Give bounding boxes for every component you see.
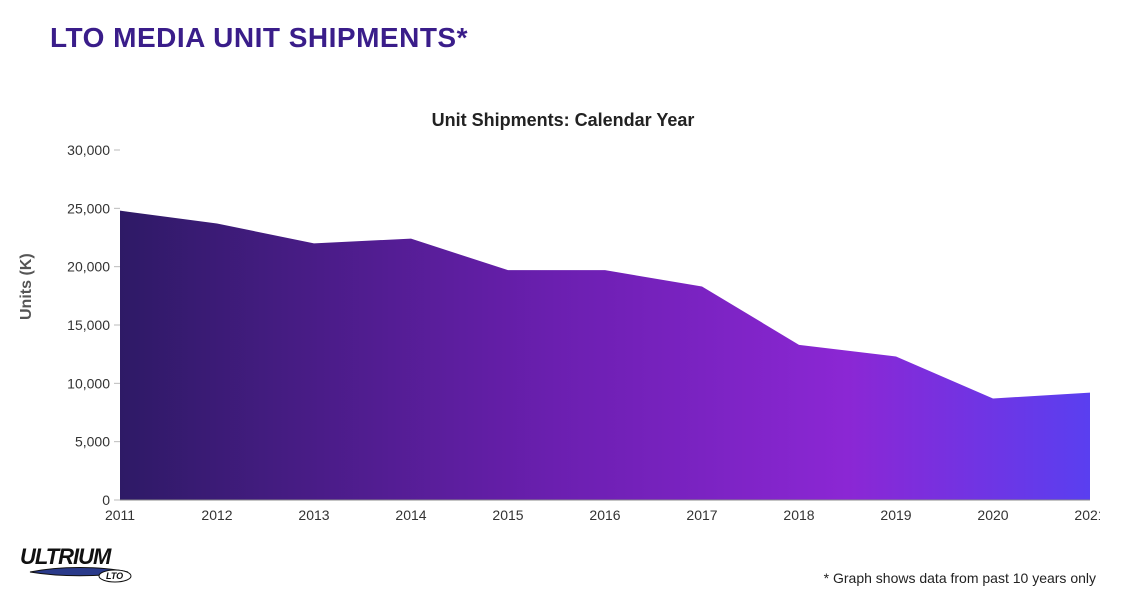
xtick-label: 2016 xyxy=(589,507,620,523)
page-title: LTO MEDIA UNIT SHIPMENTS* xyxy=(50,22,468,54)
chart-title: Unit Shipments: Calendar Year xyxy=(0,110,1126,131)
xtick-label: 2013 xyxy=(298,507,329,523)
xtick-label: 2012 xyxy=(201,507,232,523)
xtick-label: 2019 xyxy=(880,507,911,523)
logo-sub-text: LTO xyxy=(106,571,123,581)
footnote: * Graph shows data from past 10 years on… xyxy=(824,570,1096,586)
ytick-label: 25,000 xyxy=(67,200,110,216)
chart-svg: 0 5,000 10,000 15,000 20,000 25,000 30,000 201… xyxy=(60,140,1100,530)
xtick-label: 2015 xyxy=(492,507,523,523)
ytick-label: 20,000 xyxy=(67,259,110,275)
ytick-label: 10,000 xyxy=(67,375,110,391)
ultrium-logo: ULTRIUM LTO xyxy=(20,544,140,588)
xtick-label: 2020 xyxy=(977,507,1008,523)
ytick-label: 5,000 xyxy=(75,434,110,450)
area-fill xyxy=(120,211,1090,500)
area-chart: 0 5,000 10,000 15,000 20,000 25,000 30,000 201… xyxy=(60,140,1100,530)
ytick-label: 15,000 xyxy=(67,317,110,333)
xtick-label: 2018 xyxy=(783,507,814,523)
page: LTO MEDIA UNIT SHIPMENTS* Unit Shipments… xyxy=(0,0,1126,598)
xtick-label: 2021 xyxy=(1074,507,1100,523)
xtick-label: 2017 xyxy=(686,507,717,523)
ytick-label: 30,000 xyxy=(67,142,110,158)
logo-brand-text: ULTRIUM xyxy=(20,544,112,569)
y-axis-label: Units (K) xyxy=(18,253,36,320)
ytick-label: 0 xyxy=(102,492,110,508)
xtick-label: 2014 xyxy=(395,507,426,523)
xtick-label: 2011 xyxy=(105,507,135,523)
